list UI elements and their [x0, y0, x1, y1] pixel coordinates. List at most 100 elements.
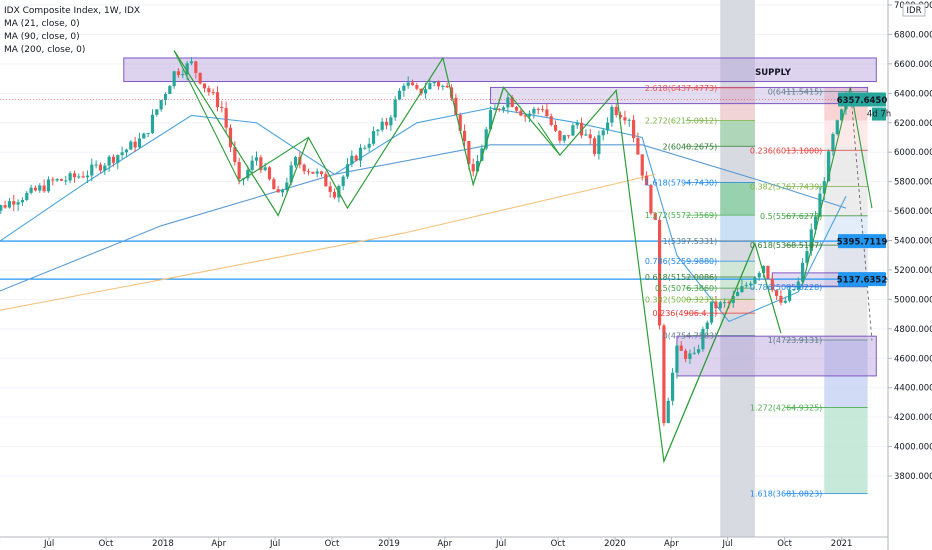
candle-body — [306, 171, 311, 173]
candle-body — [311, 171, 315, 174]
candle-body — [714, 301, 718, 309]
candle-body — [532, 108, 536, 114]
candle-body — [601, 130, 605, 136]
fib-retracement-box — [720, 120, 755, 147]
moving-average-line — [0, 173, 656, 311]
candle-body — [68, 173, 72, 181]
y-tick-label: 5800.0000 — [894, 178, 932, 188]
candle-body — [545, 109, 549, 117]
fib-label: 1.618(5794.7430) — [645, 178, 717, 187]
fib-label: 1(4723.9131) — [768, 336, 823, 345]
projection-dashed — [849, 87, 873, 341]
candle-body — [840, 109, 844, 121]
candle-body — [415, 85, 419, 89]
fib-projection-box — [824, 146, 868, 183]
candle-body — [709, 301, 714, 323]
candle-body — [98, 164, 103, 171]
candle-body — [610, 106, 614, 123]
candle-body — [38, 185, 42, 191]
candle-body — [163, 94, 168, 101]
candle-body — [250, 160, 254, 170]
candle-body — [81, 176, 85, 178]
candle-body — [246, 169, 250, 179]
candle-body — [46, 179, 51, 192]
candle-body — [809, 229, 813, 252]
candle-body — [111, 156, 116, 163]
candle-body — [389, 117, 393, 126]
candle-body — [120, 152, 124, 156]
candle-body — [597, 135, 601, 154]
candle-body — [7, 201, 12, 208]
candle-body — [640, 154, 644, 176]
candle-body — [341, 176, 345, 187]
x-tick-label: Apr — [664, 539, 679, 549]
candle-body — [272, 179, 276, 190]
candle-body — [59, 179, 64, 181]
candle-body — [90, 164, 94, 176]
candle-body — [822, 181, 826, 194]
candle-body — [445, 85, 449, 88]
candle-body — [458, 114, 462, 131]
y-tick-label: 6200.0000 — [894, 119, 932, 129]
candle-body — [276, 189, 280, 193]
candle-body — [792, 289, 796, 291]
candle-body — [384, 121, 389, 126]
candle-body — [172, 71, 176, 87]
x-tick-label: Apr — [211, 539, 226, 549]
candle-body — [33, 187, 38, 191]
candle-body — [202, 83, 207, 89]
candle-body — [441, 85, 445, 87]
pattern-leg — [238, 137, 309, 183]
candle-body — [814, 216, 818, 230]
candle-body — [428, 83, 432, 90]
fib-label: 0.382(5767.7439) — [750, 182, 822, 191]
level-badge-5137-bg — [838, 272, 886, 287]
candle-body — [540, 109, 545, 111]
candle-body — [406, 82, 410, 86]
level-badge-5137: 5137.6352 — [837, 276, 888, 286]
pattern-leg — [537, 122, 561, 156]
y-tick-label: 4200.0000 — [894, 413, 932, 423]
y-tick-label: 5000.0000 — [894, 295, 932, 305]
pattern-leg — [472, 87, 505, 185]
candle-body — [64, 180, 68, 182]
candle-body — [766, 265, 770, 279]
candle-body — [133, 141, 137, 148]
candle-body — [788, 290, 792, 301]
currency-badge: IDR — [907, 6, 922, 16]
candle-body — [566, 135, 571, 137]
candle-body — [77, 176, 81, 178]
candle-body — [701, 328, 705, 350]
candle-body — [332, 191, 337, 198]
candle-body — [393, 99, 397, 118]
countdown-badge: 4d 7h — [867, 110, 891, 120]
candle-body — [185, 63, 189, 75]
x-tick-label: Apr — [437, 539, 452, 549]
candle-body — [657, 219, 662, 326]
candle-body — [3, 205, 7, 208]
candle-body — [371, 131, 376, 144]
candle-body — [666, 400, 670, 424]
candle-body — [155, 109, 159, 115]
candle-body — [627, 119, 631, 121]
candle-body — [692, 352, 696, 354]
y-tick-label: 6000.0000 — [894, 148, 932, 158]
candle-body — [527, 113, 532, 117]
pattern-leg — [663, 243, 756, 462]
fib-label: 0.236(6013.1000) — [750, 146, 822, 155]
candle-body — [124, 149, 129, 153]
candle-body — [72, 173, 77, 178]
candle-body — [484, 129, 488, 149]
plot-area — [0, 0, 888, 537]
candle-body — [575, 122, 579, 126]
candle-body — [0, 205, 3, 211]
pattern-leg — [849, 87, 873, 209]
candle-body — [228, 127, 233, 148]
candle-body — [107, 156, 111, 166]
x-tick-label: Jul — [269, 539, 280, 549]
candle-body — [198, 72, 202, 84]
fib-label: 0(6411.5415) — [768, 88, 823, 97]
y-tick-label: 4800.0000 — [894, 325, 932, 335]
candle-body — [345, 164, 350, 177]
